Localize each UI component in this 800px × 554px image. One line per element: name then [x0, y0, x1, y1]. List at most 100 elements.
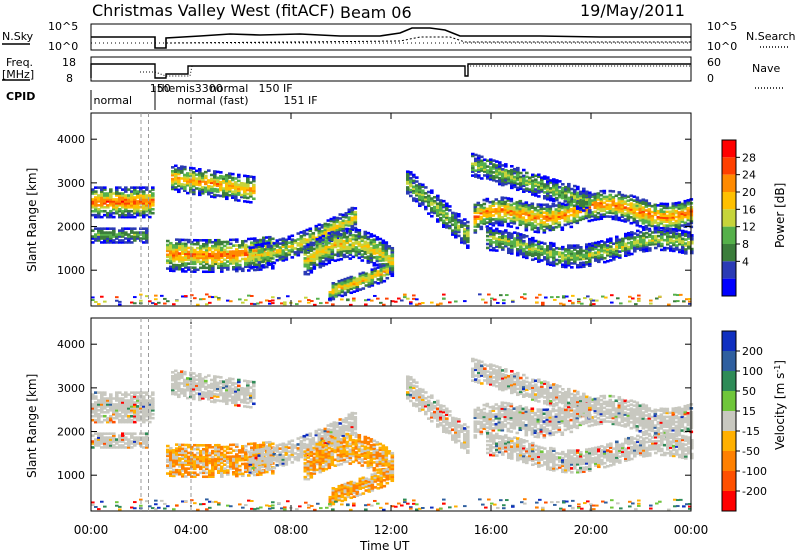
- power-cell: [384, 258, 389, 262]
- velocity-cell: [94, 407, 98, 410]
- power-cell: [573, 184, 577, 188]
- power-cell: [91, 299, 95, 301]
- power-cell: [118, 198, 122, 201]
- power-cell: [97, 200, 101, 203]
- power-cell: [533, 226, 538, 230]
- power-cell: [214, 244, 218, 248]
- power-cell: [290, 244, 295, 247]
- power-cell: [471, 174, 475, 177]
- power-cell: [537, 185, 541, 188]
- power-cell: [412, 189, 416, 192]
- power-cell: [624, 254, 628, 257]
- power-cell: [552, 254, 556, 257]
- power-cell: [378, 237, 383, 241]
- power-cell: [579, 206, 583, 209]
- velocity-cell: [106, 405, 110, 408]
- power-cell: [457, 212, 461, 216]
- power-cell: [139, 194, 143, 197]
- power-cell: [219, 188, 223, 192]
- power-cell: [112, 211, 116, 215]
- power-cell: [271, 296, 275, 299]
- power-cell: [530, 226, 535, 229]
- power-cell: [539, 211, 544, 214]
- power-cell: [675, 248, 679, 251]
- power-cell: [545, 203, 550, 207]
- power-cell: [513, 183, 517, 187]
- power-cell: [136, 202, 140, 205]
- power-cell: [177, 178, 181, 182]
- power-cell: [522, 188, 526, 191]
- power-cell: [193, 260, 197, 264]
- power-cell: [558, 253, 562, 256]
- power-cell: [210, 173, 214, 177]
- power-cell: [281, 253, 286, 256]
- power-cell: [592, 299, 596, 302]
- power-cell: [633, 249, 637, 253]
- power-cell: [397, 297, 401, 300]
- power-cell: [190, 256, 194, 260]
- power-cell: [545, 207, 550, 210]
- power-cell: [448, 301, 452, 304]
- power-cell: [497, 204, 502, 207]
- power-cell: [665, 202, 670, 206]
- power-cell: [497, 202, 502, 205]
- power-cell: [489, 233, 493, 236]
- power-cell: [207, 187, 211, 190]
- power-cell: [561, 255, 565, 259]
- power-cell: [557, 201, 562, 205]
- power-cell: [537, 250, 541, 254]
- power-cell: [653, 207, 658, 211]
- power-cell: [623, 214, 628, 217]
- power-cell: [210, 195, 214, 198]
- power-cell: [348, 233, 353, 237]
- power-cell: [352, 297, 356, 300]
- power-cell: [370, 268, 375, 271]
- power-cell: [266, 247, 271, 251]
- power-cell: [214, 238, 218, 242]
- power-cell: [353, 222, 358, 226]
- power-cell: [681, 239, 685, 243]
- power-cell: [415, 303, 419, 306]
- power-cell: [208, 246, 212, 250]
- power-cell: [345, 235, 350, 239]
- power-cell: [681, 229, 685, 233]
- power-cell: [454, 233, 458, 237]
- power-cell: [518, 211, 523, 215]
- power-cell: [561, 188, 565, 192]
- power-cell: [603, 245, 607, 248]
- power-cell: [366, 243, 371, 247]
- velocity-cell: [151, 391, 155, 394]
- power-cell: [531, 193, 535, 196]
- power-cell: [480, 167, 484, 170]
- power-cell: [545, 211, 550, 214]
- power-cell: [340, 278, 345, 282]
- power-cell: [518, 223, 523, 227]
- power-cell: [321, 264, 326, 267]
- power-cell: [373, 294, 377, 297]
- power-cell: [166, 243, 170, 247]
- power-cell: [615, 239, 619, 243]
- power-cell: [421, 189, 425, 192]
- power-cell: [660, 238, 664, 242]
- power-cell: [524, 220, 529, 224]
- power-cell: [109, 213, 113, 217]
- power-cell: [317, 233, 322, 236]
- power-cell: [513, 241, 517, 244]
- power-cell: [248, 264, 253, 267]
- power-cell: [345, 245, 350, 249]
- power-cell: [293, 251, 298, 254]
- power-cell: [375, 249, 380, 253]
- power-cell: [530, 204, 535, 208]
- power-cell: [651, 231, 655, 234]
- power-cell: [223, 252, 227, 256]
- power-cell: [91, 202, 95, 205]
- power-cell: [409, 188, 413, 192]
- power-cell: [498, 178, 502, 182]
- power-cell: [299, 244, 304, 248]
- power-cell: [175, 252, 179, 255]
- power-cell: [561, 186, 565, 190]
- velocity-cell: [91, 393, 95, 396]
- power-cell: [406, 178, 410, 181]
- power-cell: [324, 247, 329, 250]
